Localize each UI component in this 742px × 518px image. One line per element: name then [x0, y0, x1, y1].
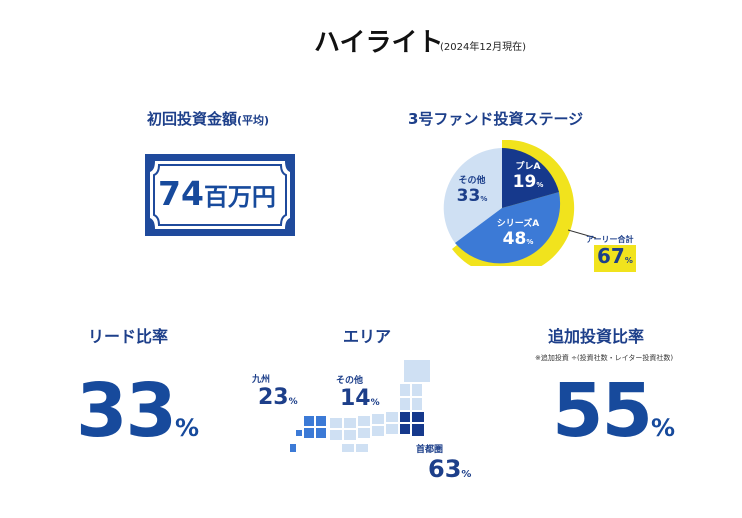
series-a-label: シリーズA — [496, 219, 540, 229]
initial-investment-unit: 百万円 — [203, 183, 276, 211]
metro-label: 首都圏 — [416, 445, 444, 455]
follow-on-value: 55 — [552, 368, 653, 454]
series-a-value: 48 — [502, 229, 527, 249]
other-area-unit: % — [370, 398, 380, 408]
pre-a-value-line: 19% — [508, 172, 548, 192]
fund-stage-pie-chart — [430, 139, 575, 276]
other-stage-value-line: 33% — [452, 186, 492, 206]
lead-ratio-unit: % — [174, 414, 200, 442]
lead-ratio-value-group: 33% — [76, 368, 199, 454]
series-a-unit: % — [526, 238, 534, 246]
metro-label-group: 首都圏 63% — [416, 442, 471, 483]
japan-map-icon — [282, 352, 432, 462]
pie-slice-series-a — [455, 192, 561, 264]
kyushu-unit: % — [288, 397, 298, 407]
kyushu-value: 23 — [258, 385, 289, 410]
kyushu-value-line: 23% — [258, 385, 298, 410]
other-stage-value: 33 — [456, 186, 481, 206]
initial-investment-heading-suffix: (平均) — [237, 114, 270, 127]
initial-investment-heading-text: 初回投資金額 — [147, 110, 238, 128]
fund-stage-heading: 3号ファンド投資ステージ — [408, 110, 584, 128]
area-heading: エリア — [343, 327, 392, 346]
other-area-label-group: その他 14% — [336, 373, 380, 411]
other-stage-label-group: その他 33% — [452, 173, 492, 206]
series-a-value-line: 48% — [490, 229, 546, 249]
page-subtitle: (2024年12月現在) — [440, 42, 526, 53]
initial-investment-value: 74百万円 — [158, 174, 276, 213]
page-title: ハイライト — [314, 28, 444, 58]
pre-a-unit: % — [536, 181, 544, 189]
pre-a-value: 19 — [512, 172, 537, 192]
other-area-label: その他 — [336, 376, 364, 386]
lead-ratio-value: 33 — [76, 368, 177, 454]
early-total-label: アーリー合計 — [586, 235, 634, 244]
follow-on-value-group: 55% — [552, 368, 675, 454]
metro-value-line: 63% — [428, 455, 471, 483]
pre-a-label-group: プレA 19% — [508, 159, 548, 192]
follow-on-heading: 追加投資比率 — [548, 327, 645, 346]
initial-investment-heading: 初回投資金額(平均) — [147, 108, 269, 129]
metro-value: 63 — [428, 455, 462, 483]
other-area-value: 14 — [340, 386, 371, 411]
other-stage-unit: % — [480, 195, 488, 203]
early-total-value: 67 — [597, 244, 625, 268]
pie-slice-pre-a — [502, 148, 559, 208]
follow-on-note: ※追加投資 ÷(投資社数・レイター投資社数) — [535, 354, 674, 362]
metro-unit: % — [461, 469, 472, 480]
banknote-icon — [145, 154, 295, 236]
other-stage-label: その他 — [458, 176, 486, 186]
follow-on-unit: % — [650, 414, 676, 442]
series-a-label-group: シリーズA 48% — [490, 216, 546, 249]
early-total-unit: % — [624, 256, 633, 265]
initial-investment-number: 74 — [158, 174, 204, 213]
pre-a-label: プレA — [515, 162, 541, 172]
lead-ratio-heading: リード比率 — [88, 327, 169, 346]
early-total-value-box: 67% — [594, 245, 636, 272]
kyushu-label-group: 九州 23% — [252, 372, 298, 410]
pie-slice-other — [443, 148, 502, 243]
kyushu-label: 九州 — [252, 375, 271, 385]
other-area-value-line: 14% — [340, 386, 380, 411]
callout-leader-line — [568, 229, 597, 239]
